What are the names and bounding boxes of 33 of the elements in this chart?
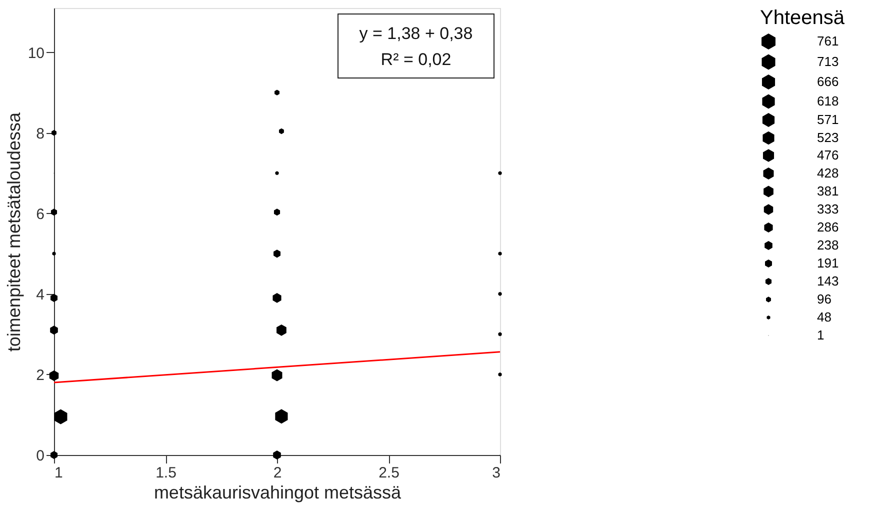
x-tick-label: 3	[492, 464, 500, 482]
legend-label: 713	[817, 54, 839, 69]
x-axis-title: metsäkaurisvahingot metsässä	[154, 482, 402, 502]
y-tick-label: 8	[36, 125, 44, 142]
annotation: R² = 0,02	[380, 50, 452, 69]
legend-label: 333	[817, 202, 839, 216]
legend-label: 666	[817, 74, 839, 89]
legend-label: 476	[817, 148, 839, 162]
legend-label: 761	[817, 34, 839, 48]
legend-label: 523	[817, 130, 839, 145]
y-tick-label: 10	[28, 44, 44, 62]
legend-label: 1	[817, 328, 824, 342]
legend-label: 191	[817, 256, 839, 270]
y-axis-title: toimenpiteet metsätaloudessa	[4, 111, 24, 352]
y-tick-label: 2	[36, 366, 44, 384]
legend-label: 571	[817, 112, 839, 127]
legend-label: 238	[817, 238, 839, 252]
legend-label: 618	[817, 94, 839, 108]
legend-title: Yhteensä	[760, 7, 846, 29]
x-tick-label: 2.5	[378, 464, 400, 482]
legend-label: 48	[817, 310, 832, 324]
legend-label: 286	[817, 220, 839, 234]
legend-label: 381	[817, 184, 839, 198]
y-tick-label: 4	[36, 286, 44, 304]
y-tick-label: 6	[36, 206, 44, 223]
y-tick-label: 0	[36, 448, 44, 464]
x-tick-label: 1	[54, 464, 63, 482]
x-tick-label: 2	[273, 464, 282, 482]
annotation: y = 1,38 + 0,38	[359, 24, 473, 43]
legend-label: 428	[817, 166, 839, 180]
legend-label: 143	[817, 274, 839, 288]
x-tick-label: 1.5	[156, 464, 176, 482]
legend-label: 96	[817, 292, 832, 306]
